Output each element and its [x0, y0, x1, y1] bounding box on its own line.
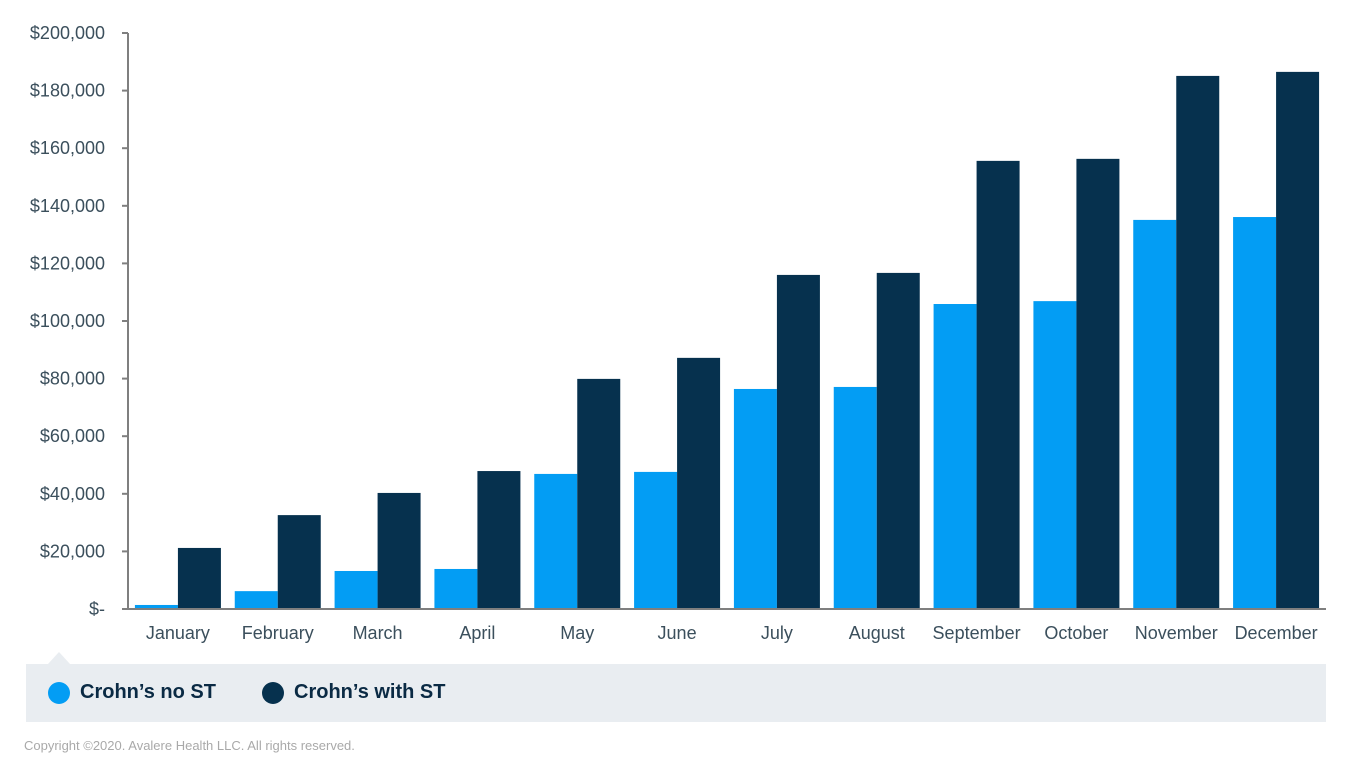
bar-no-st-february: [234, 591, 278, 609]
bar-no-st-september: [933, 304, 977, 609]
y-tick-label: $40,000: [40, 484, 105, 504]
x-tick-label: March: [353, 623, 403, 643]
y-tick-label: $60,000: [40, 426, 105, 446]
legend-item-no-st: Crohn’s no ST: [48, 681, 216, 704]
y-tick-label: $200,000: [30, 23, 105, 43]
legend: [26, 664, 1326, 722]
bar-with-st-july: [776, 274, 820, 609]
bar-with-st-december: [1276, 71, 1320, 609]
bar-with-st-february: [277, 515, 321, 609]
y-tick-label: $180,000: [30, 81, 105, 101]
y-tick-label: $20,000: [40, 541, 105, 561]
x-tick-label: January: [146, 623, 210, 643]
legend-label: Crohn’s with ST: [294, 681, 446, 703]
x-tick-label: May: [560, 623, 594, 643]
x-tick-label: April: [459, 623, 495, 643]
bar-with-st-november: [1176, 75, 1220, 610]
bar-with-st-march: [377, 492, 421, 609]
bar-with-st-april: [477, 471, 521, 609]
y-tick-label: $120,000: [30, 253, 105, 273]
x-tick-label: June: [658, 623, 697, 643]
y-tick-label: $100,000: [30, 311, 105, 331]
legend-swatch-with-st-icon: [262, 681, 284, 704]
bar-no-st-august: [833, 386, 877, 609]
bar-with-st-june: [677, 357, 721, 609]
bar-no-st-july: [733, 388, 777, 609]
legend-swatch-no-st-icon: [48, 681, 70, 704]
bar-chart: $- $20,000 $40,000 $60,000 $80,000 $100,000 $1…: [30, 23, 1326, 643]
legend-label: Crohn’s no ST: [80, 681, 216, 703]
bar-with-st-september: [976, 160, 1020, 609]
y-tick-label: $160,000: [30, 138, 105, 158]
legend-notch: [48, 652, 70, 664]
y-axis: $- $20,000 $40,000 $60,000 $80,000 $100,000 $1…: [30, 23, 129, 619]
y-tick-label: $80,000: [40, 369, 105, 389]
x-tick-label: November: [1135, 623, 1218, 643]
bar-no-st-january: [134, 604, 178, 609]
bar-no-st-may: [534, 473, 578, 609]
y-tick-label: $-: [89, 599, 105, 619]
x-axis: January February March April May June July Augu…: [122, 608, 1326, 643]
bar-no-st-april: [434, 568, 478, 609]
x-tick-label: August: [849, 623, 905, 643]
bar-with-st-january: [177, 547, 221, 609]
x-tick-label: February: [242, 623, 314, 643]
bar-no-st-october: [1033, 301, 1077, 609]
bars-layer: [134, 71, 1320, 610]
y-tick-label: $140,000: [30, 196, 105, 216]
bar-with-st-august: [876, 272, 920, 609]
x-tick-label: September: [933, 623, 1021, 643]
x-tick-label: October: [1044, 623, 1108, 643]
legend-item-with-st: Crohn’s with ST: [262, 681, 445, 704]
bar-no-st-december: [1233, 217, 1277, 610]
bar-with-st-may: [577, 378, 621, 609]
bar-with-st-october: [1076, 158, 1120, 609]
bar-no-st-november: [1133, 219, 1177, 610]
x-tick-label: July: [761, 623, 793, 643]
bar-no-st-june: [634, 471, 678, 609]
bar-no-st-march: [334, 570, 378, 609]
copyright-notice: Copyright ©2020. Avalere Health LLC. All…: [24, 738, 355, 753]
x-tick-label: December: [1235, 623, 1318, 643]
